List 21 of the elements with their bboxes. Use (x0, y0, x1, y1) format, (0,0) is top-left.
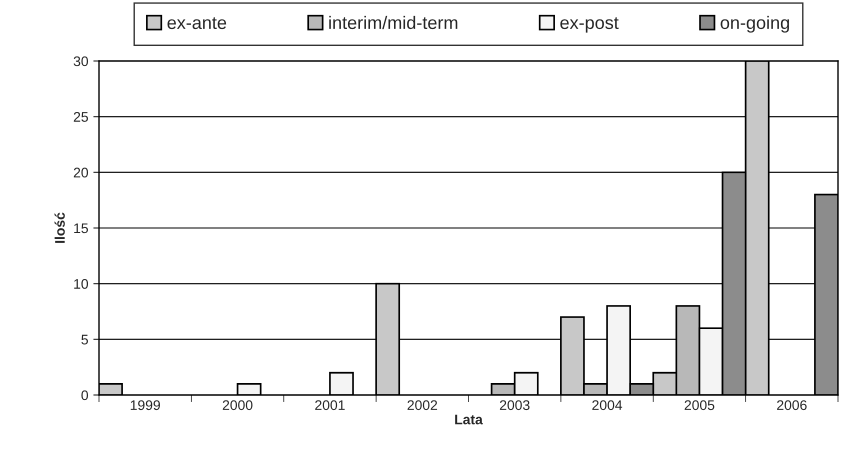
legend-label: ex-post (560, 17, 619, 33)
x-axis-title: Lata (455, 414, 483, 424)
legend-label: ex-ante (167, 17, 226, 30)
legend-label: on-going (720, 16, 789, 33)
y-tick-label: 5 (81, 334, 88, 345)
y-tick-label: 0 (81, 390, 88, 400)
y-tick-label: 10 (74, 279, 88, 289)
x-tick-label: 2002 (408, 400, 438, 410)
x-tick-label: 2000 (222, 400, 252, 410)
x-tick-label: 2001 (315, 400, 345, 410)
x-tick-label: 2004 (592, 400, 622, 410)
legend-label: interim/mid-term (329, 16, 458, 30)
y-tick-label: 20 (74, 168, 88, 178)
y-tick-label: 15 (74, 223, 88, 234)
y-axis-title: Ilość (54, 212, 65, 243)
x-tick-label: 2006 (777, 400, 807, 410)
x-tick-label: 1999 (130, 400, 160, 410)
y-tick-label: 25 (74, 112, 88, 122)
x-tick-label: 2005 (684, 400, 714, 410)
x-tick-label: 2003 (500, 400, 530, 410)
y-tick-label: 30 (74, 56, 88, 66)
